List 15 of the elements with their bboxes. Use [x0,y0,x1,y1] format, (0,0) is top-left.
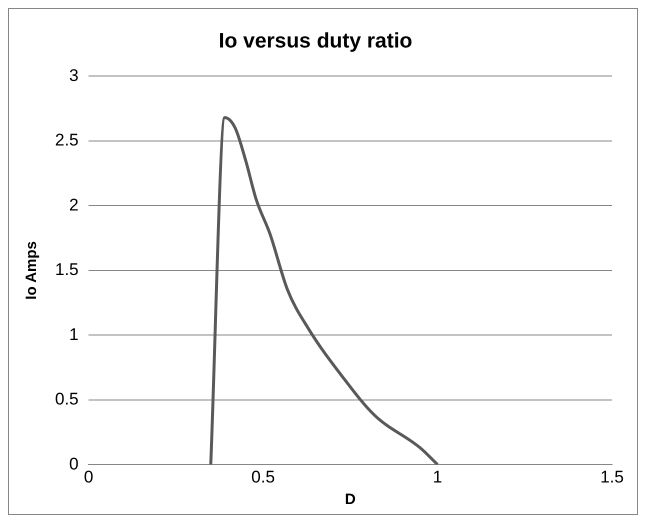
chart-title: Io versus duty ratio [218,29,412,52]
y-axis-title: Io Amps [23,241,40,300]
y-tick-label: 2 [69,195,79,214]
y-tick-label: 1.5 [54,260,79,280]
x-tick-label: 1 [432,467,442,486]
y-tick-label: 3 [69,66,79,85]
x-tick-label: 0 [84,467,94,486]
y-tick-label: 0.5 [54,390,79,409]
x-tick-label: 1.5 [600,467,624,486]
y-tick-label: 0 [69,454,79,474]
y-tick-label: 2.5 [54,130,79,150]
line-series [209,116,440,465]
y-tick-label: 1 [69,324,79,344]
x-tick-label: 0.5 [251,467,275,486]
x-axis-title: D [344,491,356,508]
